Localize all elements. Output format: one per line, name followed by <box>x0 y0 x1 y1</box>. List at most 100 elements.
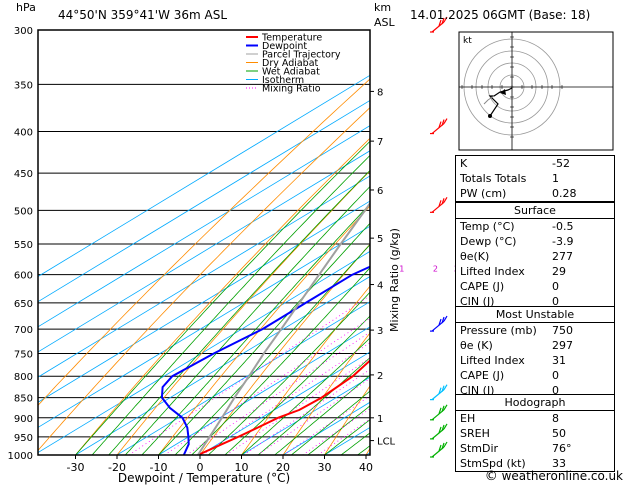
wet-adiabat-line <box>158 222 370 455</box>
hodo-label: StmDir <box>460 442 499 455</box>
km-tick-label: 7 <box>377 137 383 148</box>
isotherm-line <box>75 276 370 455</box>
km-tick-label: 5 <box>377 234 383 245</box>
x-tick-label: 10 <box>235 461 249 474</box>
wet-adiabat-line <box>291 390 370 455</box>
pressure-tick-label: 700 <box>14 325 33 336</box>
dry-adiabat-line <box>199 243 370 455</box>
hodo-value: 8 <box>552 412 559 425</box>
km-tick-label: 2 <box>377 371 383 382</box>
mu-row: θe (K) 297 <box>456 338 614 353</box>
hodograph-trace-grey <box>483 95 495 105</box>
dry-adiabat-line <box>282 332 370 455</box>
mu-label: Lifted Index <box>460 354 525 367</box>
series-parcel-trajectory <box>197 201 370 455</box>
legend-label: Wet Adiabat <box>262 67 320 78</box>
credit-text: weatheronline.co.uk <box>501 469 623 483</box>
legend-label: Isotherm <box>262 75 304 86</box>
surface-value: 0 <box>552 295 559 308</box>
pressure-tick-label: 450 <box>14 169 33 180</box>
mixing-ratio-label: 1 <box>399 265 404 274</box>
surface-label: Lifted Index <box>460 265 525 278</box>
isotherm-line <box>199 351 370 455</box>
hodograph-table-title: Hodograph <box>504 396 566 409</box>
location-title: 44°50'N 359°41'W 36m ASL <box>58 8 228 22</box>
storm-motion-arrow <box>500 89 506 95</box>
mu-label: CIN (J) <box>460 384 495 397</box>
mixing-ratio-line <box>243 368 370 455</box>
wet-adiabat-line <box>224 315 370 455</box>
x-tick-label: 30 <box>318 461 332 474</box>
hodo-label: StmSpd (kt) <box>460 457 526 470</box>
hodo-label: SREH <box>460 427 490 440</box>
km-tick-label: 6 <box>377 186 383 197</box>
surface-row: θe(K) 277 <box>456 249 614 264</box>
index-value: 0.28 <box>552 187 577 200</box>
legend-label: Dewpoint <box>262 41 307 52</box>
x-tick-label: 0 <box>197 461 204 474</box>
hodo-row: SREH 50 <box>456 426 614 441</box>
datetime-title: 14.01.2025 06GMT (Base: 18) <box>410 8 591 22</box>
isotherm-line <box>38 175 370 378</box>
wet-adiabat-line <box>257 357 370 455</box>
hodo-row: StmSpd (kt) 33 <box>456 456 614 471</box>
x-axis-label: Dewpoint / Temperature (°C) <box>118 471 290 485</box>
km-tick-label: 1 <box>377 414 383 425</box>
mixing-ratio-label: 2 <box>433 265 438 274</box>
dry-adiabat-line <box>324 385 370 455</box>
hodo-value: 76° <box>552 442 572 455</box>
isotherm-line <box>158 326 370 455</box>
pressure-tick-label: 500 <box>14 206 33 217</box>
wet-adiabat-line <box>191 267 370 455</box>
pressure-tick-label: 800 <box>14 372 33 383</box>
x-tick-label: 40 <box>359 461 373 474</box>
legend-label: Dry Adiabat <box>262 58 319 69</box>
surface-label: Temp (°C) <box>460 220 515 233</box>
wind-barb <box>430 423 448 440</box>
wind-barb <box>430 197 448 213</box>
isotherm-line <box>38 150 370 353</box>
hodo-row: StmDir 76° <box>456 441 614 456</box>
copyright-symbol: © <box>484 469 498 484</box>
surface-value: 29 <box>552 265 566 278</box>
pressure-tick-label: 550 <box>14 240 33 251</box>
mixing-ratio-line <box>202 342 370 455</box>
asl-label: ASL <box>374 16 395 29</box>
km-tick-label: 3 <box>377 326 383 337</box>
mu-label: θe (K) <box>460 339 493 352</box>
x-tick-label: -30 <box>67 461 85 474</box>
mu-label: Pressure (mb) <box>460 324 537 337</box>
km-tick-label: 4 <box>377 281 383 292</box>
wind-barb <box>430 118 448 135</box>
surface-row: CAPE (J) 0 <box>456 279 614 294</box>
index-row-k: K -52 <box>456 156 614 171</box>
surface-row: Temp (°C) -0.5 <box>456 218 614 234</box>
pressure-tick-label: 300 <box>14 26 33 37</box>
surface-row: Lifted Index 29 <box>456 264 614 279</box>
most-unstable-table: Most Unstable Pressure (mb) 750 θe (K) 297… <box>455 306 615 399</box>
km-label: km <box>374 1 392 14</box>
index-value: 1 <box>552 172 559 185</box>
hodo-value: 33 <box>552 457 566 470</box>
wet-adiabat-line <box>208 291 370 455</box>
isotherm-line <box>38 74 370 277</box>
surface-title: Surface <box>514 204 556 217</box>
mu-row: CAPE (J) 0 <box>456 368 614 383</box>
hodograph-table: Hodograph EH 8 SREH 50 StmDir 76° StmSpd (k… <box>455 394 615 472</box>
pressure-tick-label: 900 <box>14 414 33 425</box>
surface-table: Surface Temp (°C) -0.5 Dewp (°C) -3.9 θe(K… <box>455 202 615 310</box>
mixing-ratio-axis-label: Mixing Ratio (g/kg) <box>388 228 401 332</box>
wet-adiabat-line <box>274 374 370 455</box>
series-temperature <box>197 359 370 455</box>
wind-barb <box>430 315 448 332</box>
pressure-tick-label: 350 <box>14 80 33 91</box>
isotherm-line <box>116 301 370 455</box>
legend-label: Temperature <box>261 33 322 44</box>
dry-adiabat-line <box>38 78 370 406</box>
pressure-tick-label: 1000 <box>8 451 33 462</box>
hodo-label: EH <box>460 412 476 425</box>
mixing-ratio-line <box>128 295 370 455</box>
mu-value: 297 <box>552 339 573 352</box>
wind-barb <box>430 404 448 421</box>
x-tick-label: -10 <box>150 461 168 474</box>
